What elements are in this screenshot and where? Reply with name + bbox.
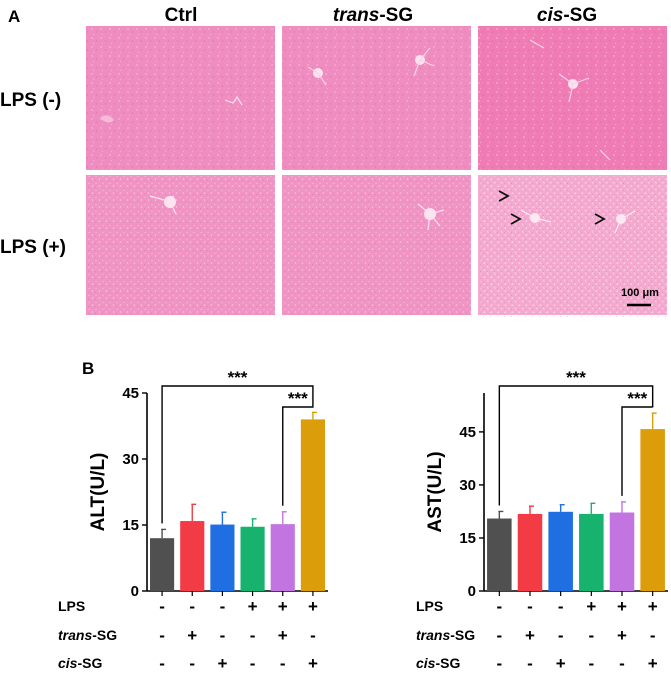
condition-sign: -	[250, 626, 256, 645]
significance-label: ***	[228, 368, 248, 387]
condition-sign: +	[187, 626, 197, 645]
condition-label: trans-SG	[416, 627, 475, 643]
condition-sign: -	[250, 654, 256, 673]
y-tick-label: 45	[122, 385, 139, 402]
bar	[210, 524, 235, 591]
bar	[609, 512, 635, 591]
y-axis-label: AST(U/L)	[425, 451, 446, 532]
bar	[640, 429, 665, 591]
panel-a-label: A	[8, 7, 20, 26]
column-header-ctrl: Ctrl	[165, 5, 198, 26]
condition-sign: -	[496, 626, 502, 645]
y-tick-label: 0	[131, 583, 139, 600]
micrograph-cis-sg-lps-plus: 100 μm	[478, 175, 670, 318]
panel-a: A Ctrl trans-SG cis-SG LPS (-) LPS (+)	[0, 5, 670, 318]
condition-sign: -	[280, 654, 286, 673]
bar	[240, 526, 265, 591]
micrograph-ctrl-lps-plus	[86, 175, 275, 315]
ast-chart: 0 15 30 45 AST(U/L) *** *** LPS - - - + + + trans-SG - +…	[416, 368, 668, 673]
condition-sign: -	[588, 654, 594, 673]
column-header-trans-sg: trans-SG	[333, 5, 413, 26]
row-label-lps-minus: LPS (-)	[0, 90, 61, 111]
condition-sign: -	[558, 626, 564, 645]
condition-sign: -	[496, 654, 502, 673]
condition-sign: -	[527, 654, 533, 673]
y-tick-label: 15	[459, 530, 476, 547]
arrow-icon	[510, 213, 522, 225]
y-tick-label: 0	[468, 583, 476, 600]
condition-sign: -	[650, 626, 656, 645]
condition-sign: -	[220, 626, 226, 645]
bar	[517, 513, 543, 591]
significance-label: ***	[627, 389, 647, 408]
condition-sign: +	[617, 597, 627, 616]
condition-sign: +	[278, 597, 288, 616]
alt-chart: 0 15 30 45 ALT(U/L) *** *** LPS - - - + + + trans-SG - +…	[58, 368, 328, 673]
y-tick-label: 45	[459, 424, 476, 441]
arrow-icon	[498, 190, 510, 202]
bar	[548, 511, 573, 591]
condition-sign: -	[189, 654, 195, 673]
condition-sign: -	[496, 597, 502, 616]
panel-b-label: B	[82, 359, 94, 378]
bar	[300, 419, 325, 591]
condition-sign: +	[525, 626, 535, 645]
micrograph-cis-sg-lps-minus	[478, 26, 667, 170]
bar	[150, 538, 175, 591]
condition-sign: -	[159, 597, 165, 616]
significance-bracket	[161, 385, 314, 524]
y-tick-label: 15	[122, 517, 139, 534]
column-header-cis-sg: cis-SG	[537, 5, 597, 26]
condition-sign: -	[159, 626, 165, 645]
significance-label: ***	[288, 389, 308, 408]
significance-label: ***	[566, 368, 586, 387]
condition-sign: +	[556, 654, 566, 673]
significance-bracket	[621, 406, 654, 496]
condition-label: LPS	[416, 598, 443, 614]
condition-sign: +	[648, 654, 658, 673]
micrograph-ctrl-lps-minus	[86, 26, 275, 170]
condition-sign: +	[648, 597, 658, 616]
y-tick-label: 30	[459, 477, 476, 494]
condition-sign: +	[586, 597, 596, 616]
condition-sign: +	[308, 597, 318, 616]
significance-bracket	[282, 406, 314, 506]
micrograph-trans-sg-lps-plus	[282, 175, 471, 315]
condition-label: trans-SG	[58, 627, 117, 643]
condition-sign: -	[558, 597, 564, 616]
bar	[487, 518, 512, 591]
row-label-lps-plus: LPS (+)	[0, 237, 66, 258]
condition-sign: -	[527, 597, 533, 616]
condition-sign: +	[308, 654, 318, 673]
condition-label: cis-SG	[58, 655, 102, 671]
condition-sign: -	[220, 597, 226, 616]
condition-sign: -	[189, 597, 195, 616]
condition-sign: +	[617, 626, 627, 645]
condition-sign: -	[588, 626, 594, 645]
condition-sign: +	[278, 626, 288, 645]
y-axis-label: ALT(U/L)	[88, 453, 109, 532]
condition-sign: +	[248, 597, 258, 616]
condition-sign: +	[217, 654, 227, 673]
scale-bar-label: 100 μm	[621, 287, 659, 299]
significance-bracket	[498, 385, 654, 506]
y-tick-label: 30	[122, 451, 139, 468]
condition-label: LPS	[58, 598, 85, 614]
arrow-icon	[594, 213, 606, 225]
micrograph-trans-sg-lps-minus	[282, 26, 471, 170]
condition-label: cis-SG	[416, 655, 460, 671]
condition-sign: -	[310, 626, 316, 645]
bar	[270, 524, 295, 591]
condition-sign: -	[159, 654, 165, 673]
bar	[180, 521, 205, 591]
bar	[579, 513, 604, 591]
condition-sign: -	[619, 654, 625, 673]
